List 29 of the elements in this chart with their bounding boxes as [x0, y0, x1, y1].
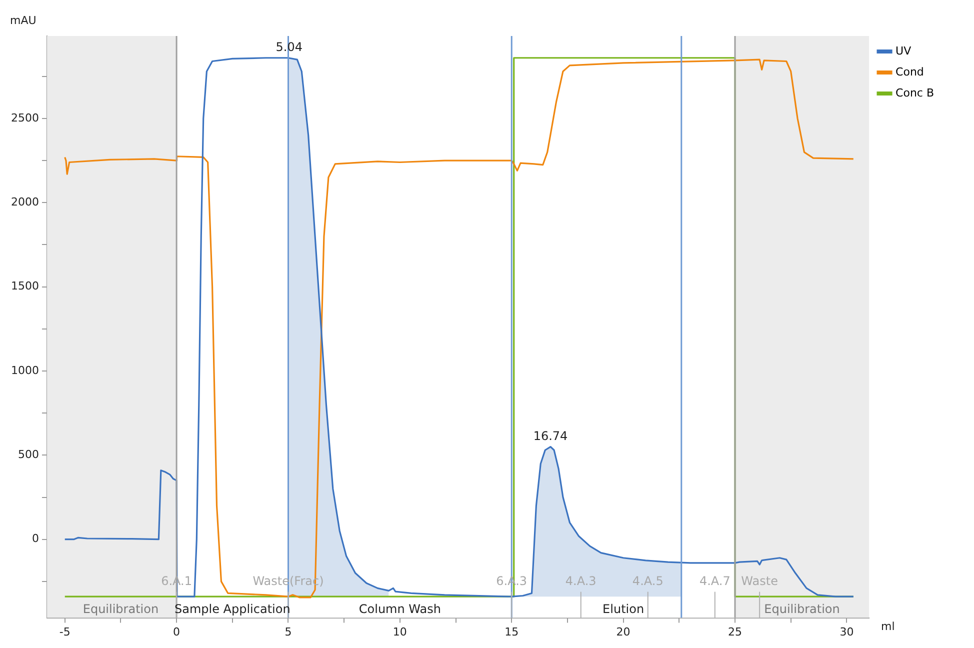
- y-tick-label: 2000: [10, 196, 39, 209]
- y-tick-label: 0: [32, 532, 39, 546]
- band-label: Elution: [602, 602, 644, 616]
- ref-line-label: Waste: [741, 574, 778, 588]
- x-axis-title: ml: [881, 620, 895, 633]
- ref-line-label: 4.A.7: [699, 574, 730, 588]
- band-label: Equilibration: [82, 602, 159, 616]
- x-tick-label: 10: [392, 625, 407, 638]
- y-tick-label: 2500: [10, 111, 39, 124]
- x-tick-label: 20: [616, 625, 630, 638]
- x-tick-label: 30: [840, 625, 854, 638]
- x-tick-label: 0: [173, 625, 180, 638]
- legend-label: Conc B: [896, 86, 934, 100]
- annotation: 16.74: [533, 428, 568, 443]
- x-tick-label: -5: [59, 625, 70, 638]
- ref-line-label: 4.A.5: [632, 574, 664, 588]
- legend-label: Cond: [896, 65, 924, 78]
- ref-line-label: 4.A.3: [565, 574, 596, 588]
- legend-label: UV: [896, 44, 912, 58]
- band-label: Equilibration: [764, 602, 840, 616]
- band-label: Sample Application: [174, 602, 290, 616]
- y-tick-label: 1000: [10, 364, 39, 377]
- y-tick-label: 1500: [10, 280, 39, 293]
- x-tick-label: 5: [284, 625, 292, 638]
- x-tick-label: 25: [728, 625, 742, 638]
- y-axis-title: mAU: [10, 14, 36, 27]
- x-tick-label: 15: [504, 625, 519, 638]
- band-label: Column Wash: [358, 602, 441, 616]
- y-tick-label: 500: [18, 448, 39, 462]
